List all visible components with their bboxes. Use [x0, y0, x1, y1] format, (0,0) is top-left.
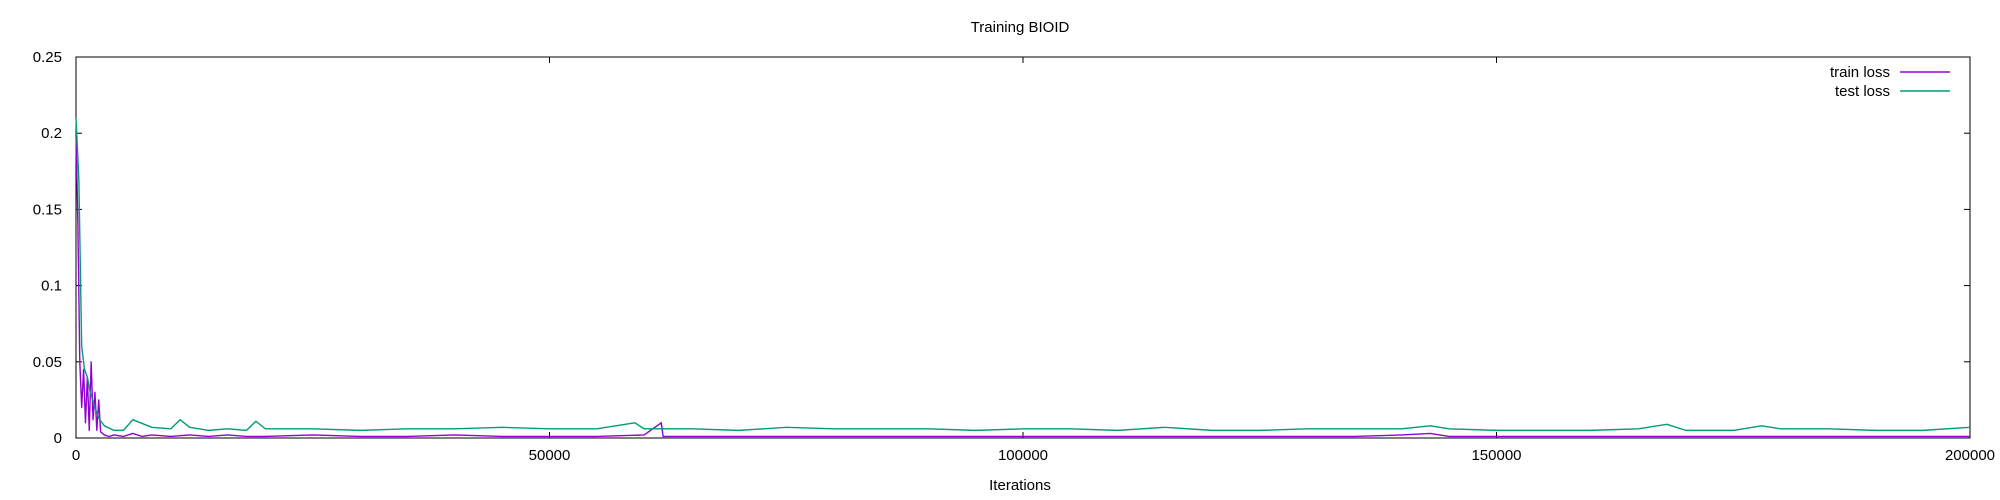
chart-title: Training BIOID — [971, 19, 1070, 36]
y-tick-label: 0.15 — [33, 201, 62, 218]
x-tick-label: 50000 — [529, 447, 571, 464]
y-axis: 0 0.05 0.1 0.15 0.2 0.25 — [33, 49, 1970, 447]
x-axis: 0 50000 100000 150000 200000 — [72, 57, 1995, 464]
y-tick-label: 0.25 — [33, 49, 62, 66]
y-tick-label: 0.2 — [41, 125, 62, 142]
series-line-test-loss — [75, 117, 1971, 432]
x-tick-label: 150000 — [1471, 447, 1521, 464]
y-tick-label: 0.05 — [33, 354, 62, 371]
legend-label-train-loss: train loss — [1830, 64, 1890, 81]
plot-lines — [75, 117, 1971, 438]
legend: train loss test loss — [1830, 64, 1950, 100]
x-tick-label: 0 — [72, 447, 80, 464]
y-tick-label: 0 — [54, 430, 62, 447]
x-tick-label: 200000 — [1945, 447, 1995, 464]
x-axis-label: Iterations — [989, 477, 1051, 494]
legend-label-test-loss: test loss — [1835, 83, 1890, 100]
series-line-train-loss — [75, 133, 1970, 438]
plot-frame — [75, 56, 1971, 439]
x-tick-label: 100000 — [998, 447, 1048, 464]
y-tick-label: 0.1 — [41, 278, 62, 295]
